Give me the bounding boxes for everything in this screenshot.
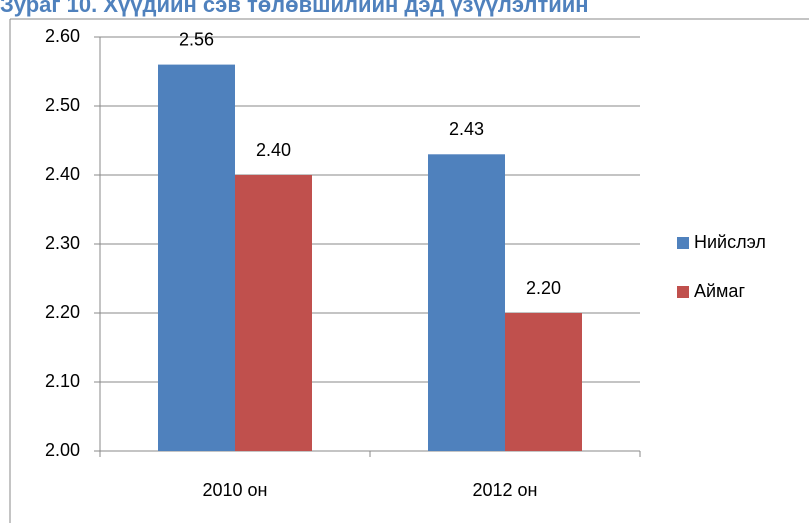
value-label: 2.40 <box>256 140 291 160</box>
value-label: 2.56 <box>179 29 214 49</box>
y-tick-label: 2.50 <box>45 95 80 115</box>
bar <box>235 175 312 451</box>
legend-swatch <box>677 286 689 298</box>
chart-title: Зураг 10. Хүүдийн сэв төлөвшилийн дэд үз… <box>0 0 589 17</box>
y-tick-label: 2.60 <box>45 26 80 46</box>
y-tick-label: 2.00 <box>45 440 80 460</box>
x-tick-label: 2010 он <box>203 480 268 500</box>
value-label: 2.43 <box>449 119 484 139</box>
legend-label: Нийслэл <box>694 232 766 252</box>
legend-label: Аймаг <box>694 281 745 301</box>
y-tick-label: 2.10 <box>45 371 80 391</box>
y-tick-label: 2.20 <box>45 302 80 322</box>
value-label: 2.20 <box>526 278 561 298</box>
bar <box>505 313 582 451</box>
x-tick-label: 2012 он <box>473 480 538 500</box>
bar <box>158 64 235 451</box>
y-tick-label: 2.30 <box>45 233 80 253</box>
bar <box>428 154 505 452</box>
y-tick-label: 2.40 <box>45 164 80 184</box>
legend-swatch <box>677 237 689 249</box>
